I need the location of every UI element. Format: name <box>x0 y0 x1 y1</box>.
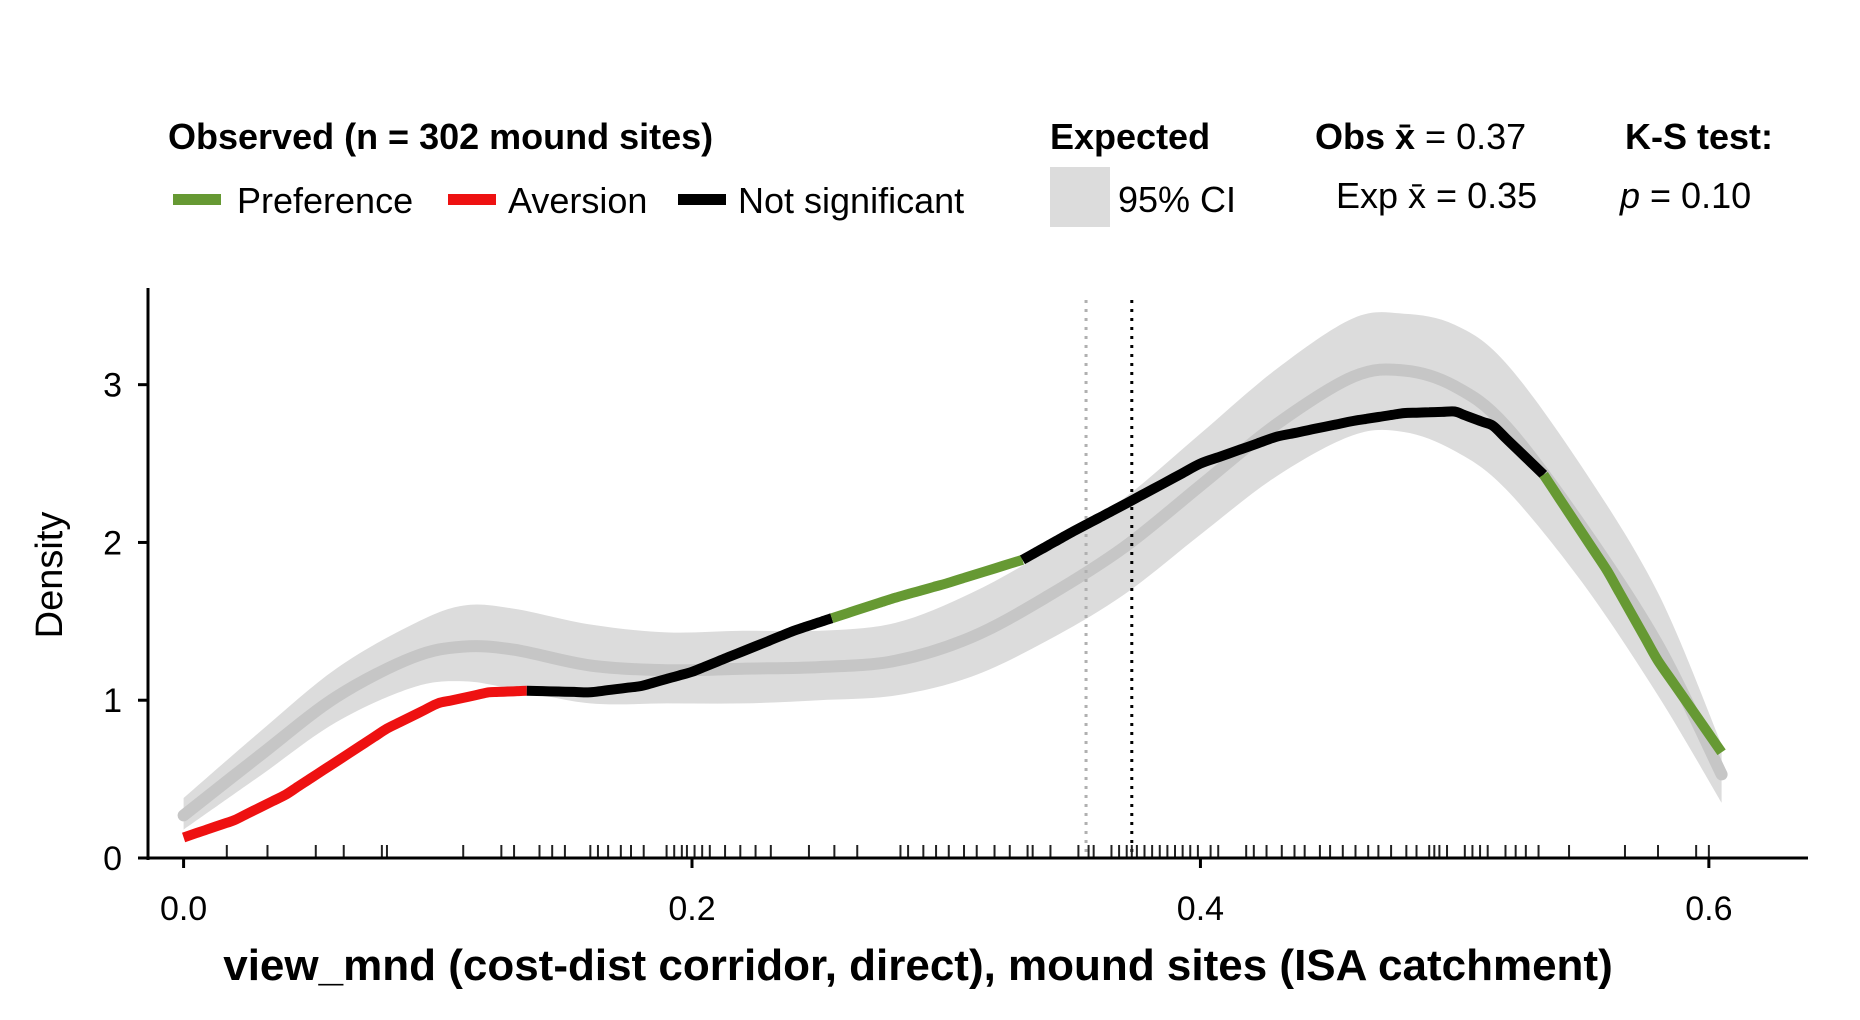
axes-layer: 0 1 2 3 0.0 0.2 0.4 0.6 <box>103 288 1808 928</box>
exp-mean-prefix: Exp <box>1336 175 1408 216</box>
legend-label-aversion: Aversion <box>508 180 647 221</box>
observed-segment-preference <box>830 555 1024 623</box>
legend-label-not-significant: Not significant <box>738 180 964 221</box>
expected-curve-layer <box>177 363 1728 822</box>
legend: Observed (n = 302 mound sites) Preferenc… <box>168 116 1773 227</box>
legend-expected-title: Expected <box>1050 116 1210 157</box>
x-tick-label: 0.0 <box>160 890 207 928</box>
y-axis-label: Density <box>29 512 71 639</box>
legend-swatch-aversion <box>448 194 496 205</box>
ci-band-layer <box>183 312 1722 830</box>
ci-band <box>183 312 1722 830</box>
obs-mean-value: = 0.37 <box>1415 116 1526 157</box>
x-tick-label: 0.6 <box>1685 890 1732 928</box>
ks-test-title: K-S test: <box>1625 116 1773 157</box>
ks-p-value: = 0.10 <box>1640 175 1751 216</box>
y-tick-label: 0 <box>103 840 122 878</box>
observed-segment-aversion <box>182 685 527 843</box>
mean-lines-layer <box>1084 300 1134 852</box>
ks-p-symbol: p <box>1619 175 1640 216</box>
x-axis-label: view_mnd (cost-dist corridor, direct), m… <box>223 941 1613 990</box>
expected-curve <box>177 363 1728 822</box>
ks-p-readout: p = 0.10 <box>1619 175 1751 216</box>
observed-segment-not-significant <box>526 613 834 698</box>
observed-curve-layer <box>182 406 1726 843</box>
exp-mean-readout: Exp x̄ = 0.35 <box>1336 175 1537 216</box>
legend-swatch-ci <box>1050 167 1110 227</box>
x-tick-label: 0.4 <box>1177 890 1224 928</box>
legend-observed-title: Observed (n = 302 mound sites) <box>168 116 713 157</box>
y-tick-label: 1 <box>103 682 122 720</box>
x-tick-label: 0.2 <box>668 890 715 928</box>
exp-mean-value: = 0.35 <box>1426 175 1537 216</box>
legend-swatch-preference <box>173 194 221 205</box>
obs-mean-prefix: Obs <box>1315 116 1395 157</box>
obs-mean-xbar: x̄ <box>1395 116 1415 157</box>
y-tick-label: 3 <box>103 367 122 405</box>
observed-segment-preference <box>1539 471 1726 756</box>
y-tick-label: 2 <box>103 524 122 562</box>
legend-label-ci: 95% CI <box>1118 179 1236 220</box>
obs-mean-readout: Obs x̄ = 0.37 <box>1315 116 1526 157</box>
rug-layer <box>225 845 1710 858</box>
legend-swatch-not-significant <box>678 194 726 205</box>
exp-mean-xbar: x̄ <box>1408 175 1426 216</box>
legend-label-preference: Preference <box>237 180 413 221</box>
observed-segment-not-significant <box>1020 406 1548 565</box>
